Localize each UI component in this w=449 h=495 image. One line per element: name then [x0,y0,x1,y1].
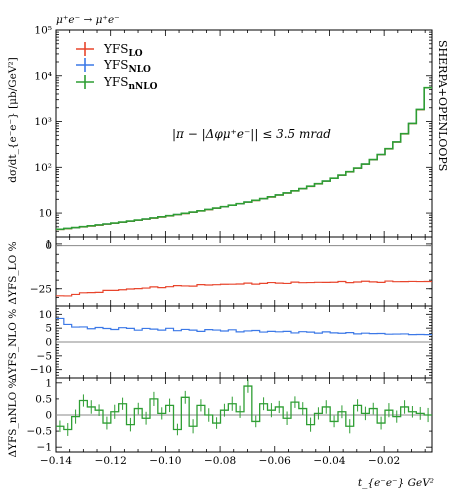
x-tick-label: −0.12 [95,455,127,467]
y-tick-label: −1 [37,442,52,454]
chart-title: μ⁺e⁻ → μ⁺e⁻ [56,14,120,26]
ratio-lo-ylabel: ΔYFS_LO % [7,241,19,304]
side-label: SHERPA+OPENLOOPS [436,40,449,171]
legend-entry-lo: YFSLO [76,42,143,59]
legend-entry-nlo: YFSNLO [76,58,151,75]
svg-text:YFSLO: YFSLO [103,42,143,59]
ratio-nnlo-series [56,385,432,431]
y-tick-label: 10³ [34,116,52,128]
y-tick-label: 10² [34,162,52,174]
ratio-nlo-series [56,317,432,336]
y-tick-label: 0 [45,240,52,252]
y-tick-label: −10 [30,364,52,376]
x-tick-label: −0.08 [204,455,236,467]
main-ylabel: dσ/dt_{e⁻e⁻} [μb/GeV²] [7,57,19,183]
y-tick-label: 10 [39,309,52,321]
svg-text:YFSnNLO: YFSnNLO [103,75,158,92]
ratio-nnlo-ylabel: ΔYFS_nNLO % [7,378,19,457]
ratio-panel-nlo: 10 5 0−5 −10 [30,305,433,379]
legend-label-nlo: YFS [103,58,128,72]
y-tick-label: 5 [45,323,52,335]
y-tick-label: 1 [45,238,52,250]
y-tick-label: 10⁴ [34,70,52,82]
y-tick-label: 0 [45,337,52,349]
y-tick-label: −0.5 [27,426,53,438]
x-axis-label: t_{e⁻e⁻} GeV² [358,477,434,489]
cut-annotation: |π − |Δφμ⁺e⁻|| ≤ 3.5 mrad [172,127,331,141]
x-tick-label: −0.02 [368,455,400,467]
main-panel: 10 10² 10³ 10⁴ 10⁵ [34,25,433,238]
y-tick-label: −25 [30,283,52,295]
y-tick-label: 10 [39,208,52,220]
ratio-lo-series [56,280,432,297]
x-tick-label: −0.04 [313,455,345,467]
y-tick-label: 0 [45,410,52,422]
y-tick-label: 10⁵ [34,25,52,37]
ratio-panel-nnlo: −0.14 −0.12 −0.10 −0.08 −0.06 −0.04 −0.02 1 0.5 0… [27,377,433,467]
y-tick-label: 0.5 [35,393,52,405]
legend-entry-nnlo: YFSnNLO [76,75,158,92]
legend: YFSLO YFSNLO YFSnNLO [76,42,158,92]
legend-label-lo: YFS [103,42,128,56]
main-series-nnlo [56,86,432,231]
ratio-nlo-ylabel: ΔYFS_NLO % [7,309,19,381]
ratio-lo-frame [55,236,433,307]
ratio-panel-lo: 10 −25 [30,236,433,307]
x-tick-label: −0.14 [40,455,72,467]
main-series-nlo [56,87,432,230]
x-tick-label: −0.10 [149,455,181,467]
svg-text:YFSNLO: YFSNLO [103,58,151,75]
x-tick-label: −0.06 [259,455,291,467]
y-tick-label: −5 [37,350,52,362]
y-tick-label: 1 [45,377,52,389]
legend-label-nnlo: YFS [103,75,128,89]
